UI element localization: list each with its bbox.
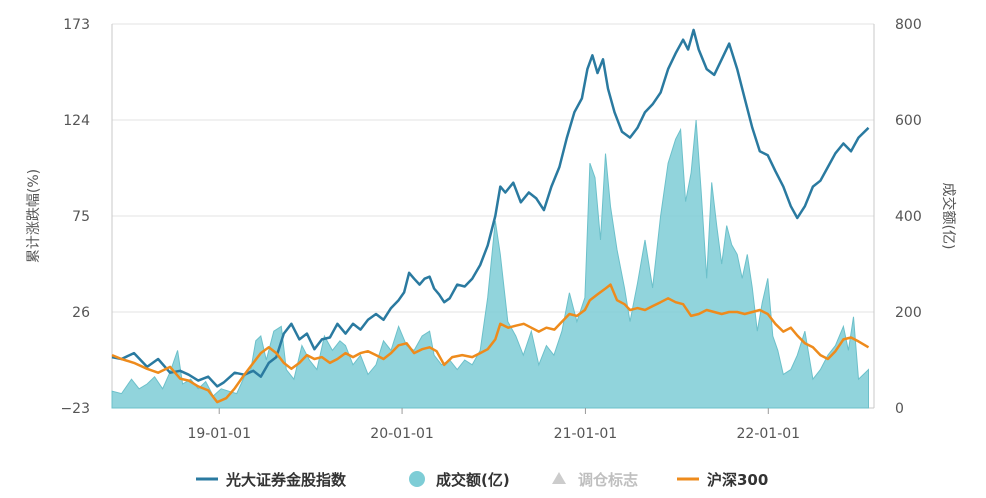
series-lines (111, 28, 870, 404)
hs300-line (111, 283, 870, 404)
right-tick-label: 0 (895, 401, 904, 417)
left-tick-label: −23 (60, 401, 90, 417)
legend-triangle-swatch (552, 472, 566, 484)
legend-item[interactable]: 调仓标志 (552, 471, 638, 489)
series-area (111, 119, 869, 409)
legend-label: 光大证券金股指数 (225, 471, 347, 489)
legend-item[interactable]: 光大证券金股指数 (196, 471, 347, 489)
x-tick-label: 21-01-01 (554, 426, 618, 442)
right-axis-ticks: 800 600 400 200 0 (895, 17, 922, 417)
left-tick-label: 75 (72, 209, 90, 225)
legend-label: 沪深300 (707, 471, 768, 489)
turnover-area (111, 119, 869, 409)
right-tick-label: 400 (895, 209, 922, 225)
x-axis-ticks: 19-01-01 20-01-01 21-01-01 22-01-01 (187, 408, 800, 442)
x-tick-label: 20-01-01 (370, 426, 434, 442)
right-tick-label: 200 (895, 305, 922, 321)
left-tick-label: 26 (72, 305, 90, 321)
x-tick-label: 22-01-01 (737, 426, 801, 442)
legend-item[interactable]: 沪深300 (677, 471, 768, 489)
left-axis-label: 累计涨跌幅(%) (26, 169, 42, 263)
left-tick-label: 173 (63, 17, 90, 33)
right-tick-label: 800 (895, 17, 922, 33)
legend-item[interactable]: 成交额(亿) (409, 471, 510, 489)
right-axis-label: 成交额(亿) (940, 183, 957, 250)
legend-circle-swatch (409, 471, 425, 487)
x-tick-label: 19-01-01 (187, 426, 251, 442)
legend: 光大证券金股指数 成交额(亿) 调仓标志 沪深300 (196, 471, 768, 489)
legend-label: 成交额(亿) (436, 471, 510, 489)
left-tick-label: 124 (63, 113, 90, 129)
legend-label: 调仓标志 (578, 471, 638, 489)
left-axis-ticks: 173 124 75 26 −23 (60, 17, 90, 417)
golden-stock-index-line (111, 28, 870, 388)
right-tick-label: 600 (895, 113, 922, 129)
